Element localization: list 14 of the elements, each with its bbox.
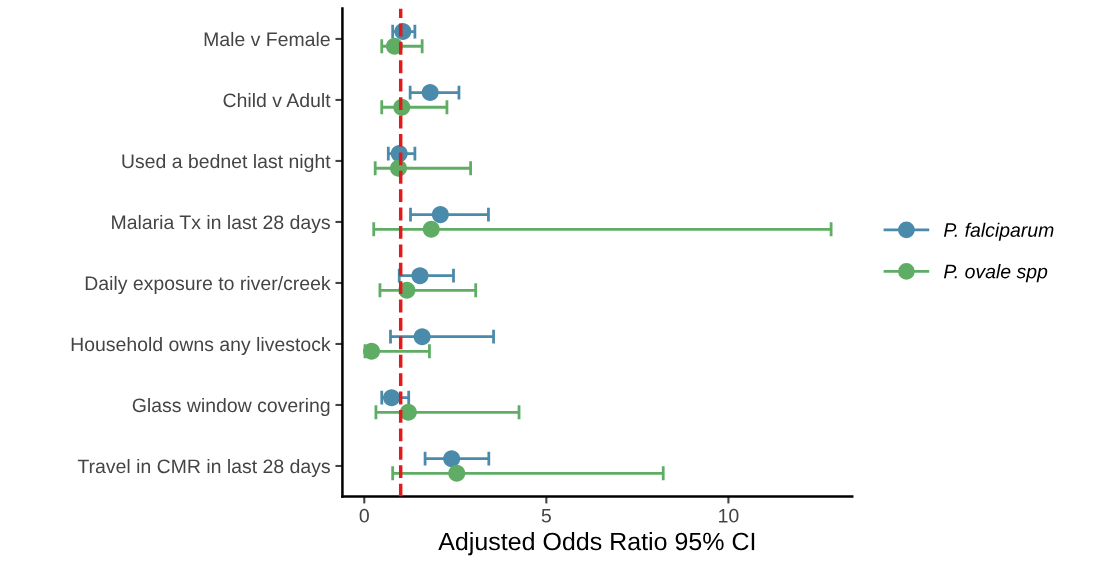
x-tick-label: 5 — [541, 509, 551, 523]
x-tick-label: 10 — [719, 508, 739, 523]
x-tick-label: 0 — [359, 508, 369, 523]
y-tick-label: Male v Female — [204, 31, 330, 47]
legend-label: P. falciparum — [943, 222, 1054, 241]
y-tick-label: Glass window covering — [132, 397, 330, 417]
y-tick-label: Used a bednet last night — [122, 153, 331, 173]
y-tick-label: Travel in CMR in last 28 days — [77, 458, 330, 478]
x-axis-title: Adjusted Odds Ratio 95% CI — [438, 531, 755, 556]
legend-label: P. ovale spp — [943, 264, 1048, 283]
y-tick-label: Daily exposure to river/creek — [85, 275, 331, 295]
y-tick-label: Malaria Tx in last 28 days — [112, 214, 330, 234]
y-tick-label: Household owns any livestock — [71, 336, 331, 356]
y-tick-label: Child v Adult — [223, 92, 331, 108]
